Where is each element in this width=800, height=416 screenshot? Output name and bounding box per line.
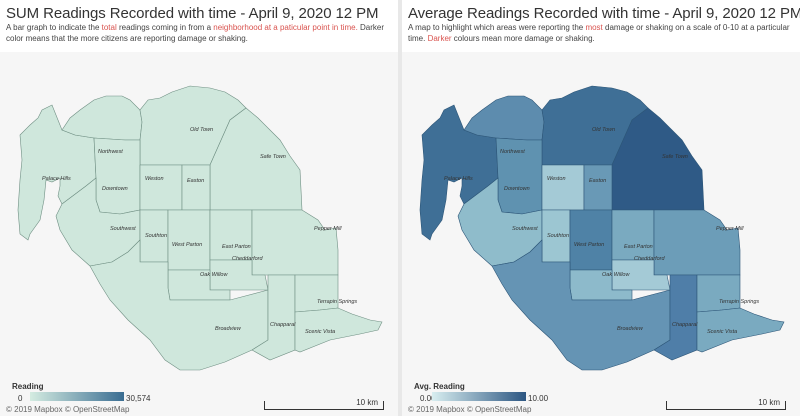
- subtitle-text: A bar graph to indicate the: [6, 23, 102, 32]
- neighborhood-label: Cheddarford: [634, 256, 666, 262]
- neighborhood-palace-hills[interactable]: [17, 104, 97, 241]
- subtitle-text: Darker color means that the more citizen…: [6, 23, 385, 43]
- scale-bar: [666, 401, 786, 410]
- subtitle-text: readings coming in from a: [116, 23, 214, 32]
- panel-divider: [398, 0, 402, 416]
- neighborhood-label: Safe Town: [260, 154, 286, 160]
- sum-map-svg[interactable]: Palace Hills Northwest Old Town Safe Town Do…: [0, 52, 398, 416]
- scale-label: 10 km: [356, 398, 378, 407]
- neighborhood-label: West Parton: [172, 242, 202, 248]
- neighborhood-label: Terrapin Springs: [719, 299, 759, 305]
- sum-readings-panel: SUM Readings Recorded with time - April …: [0, 0, 398, 416]
- neighborhood-easton[interactable]: [583, 164, 613, 211]
- neighborhood-label: Weston: [547, 176, 566, 182]
- subtitle-highlight: neighborhood at a paticular point in tim…: [213, 23, 358, 32]
- subtitle-text: colours mean more damage or shaking.: [451, 33, 595, 43]
- neighborhood-label: West Parton: [574, 242, 604, 248]
- neighborhood-label: Southwest: [512, 226, 538, 232]
- subtitle-highlight: most: [585, 23, 603, 32]
- panel-subtitle: A map to highlight which areas were repo…: [408, 23, 796, 44]
- legend-max: 10.00: [528, 394, 549, 403]
- avg-readings-panel: Average Readings Recorded with time - Ap…: [402, 0, 800, 416]
- map-attribution[interactable]: © 2019 Mapbox © OpenStreetMap: [408, 405, 532, 414]
- neighborhood-label: Downtown: [504, 186, 530, 192]
- legend-max: 30,574: [126, 394, 151, 403]
- neighborhood-west-parton[interactable]: [167, 209, 211, 271]
- neighborhood-label: Southwest: [110, 226, 136, 232]
- scale-label: 10 km: [758, 398, 780, 407]
- neighborhood-label: Safe Town: [662, 154, 688, 160]
- neighborhood-safe-town[interactable]: [611, 107, 705, 211]
- legend-gradient: [30, 392, 124, 401]
- neighborhood-scenic-vista[interactable]: [294, 307, 383, 353]
- panel-subtitle: A bar graph to indicate the total readin…: [6, 23, 394, 44]
- legend-min: 0.00: [420, 394, 436, 403]
- avg-legend: Avg. Reading 0.00 10.00: [414, 382, 548, 403]
- neighborhood-label: Northwest: [98, 149, 123, 155]
- neighborhood-label: Terrapin Springs: [317, 299, 357, 305]
- neighborhood-label: Oak Willow: [200, 272, 228, 278]
- neighborhood-label: Chapparal: [270, 322, 296, 328]
- subtitle-highlight: total: [101, 23, 117, 32]
- sum-map[interactable]: Palace Hills Northwest Old Town Safe Town Do…: [0, 52, 398, 416]
- neighborhood-terrapin-springs[interactable]: [696, 274, 741, 313]
- neighborhood-label: Southton: [547, 233, 569, 239]
- neighborhood-label: Old Town: [190, 127, 213, 133]
- neighborhood-label: Pepper Mill: [716, 226, 744, 232]
- avg-map[interactable]: Palace Hills Northwest Old Town Safe Town Do…: [402, 52, 800, 416]
- neighborhood-west-parton[interactable]: [569, 209, 613, 271]
- neighborhood-label: Downtown: [102, 186, 128, 192]
- legend-min: 0: [18, 394, 23, 403]
- neighborhood-label: Old Town: [592, 127, 615, 133]
- panel-title: SUM Readings Recorded with time - April …: [6, 5, 379, 22]
- neighborhood-label: Broadview: [215, 326, 242, 332]
- neighborhood-weston[interactable]: [139, 164, 183, 211]
- scale-bar: [264, 401, 384, 410]
- neighborhood-label: Cheddarford: [232, 256, 264, 262]
- legend-title: Reading: [12, 382, 44, 391]
- legend-gradient: [432, 392, 526, 401]
- neighborhood-scenic-vista[interactable]: [696, 307, 785, 353]
- map-attribution[interactable]: © 2019 Mapbox © OpenStreetMap: [6, 405, 130, 414]
- neighborhood-chapparal[interactable]: [653, 274, 698, 361]
- neighborhood-palace-hills[interactable]: [419, 104, 499, 241]
- neighborhood-easton[interactable]: [181, 164, 211, 211]
- neighborhood-label: Palace Hills: [42, 176, 71, 182]
- neighborhood-safe-town[interactable]: [209, 107, 303, 211]
- neighborhood-terrapin-springs[interactable]: [294, 274, 339, 313]
- neighborhood-label: East Parton: [624, 244, 653, 250]
- neighborhood-pepper-mill[interactable]: [653, 209, 741, 276]
- neighborhood-label: Northwest: [500, 149, 525, 155]
- sum-legend: Reading 0 30,574: [12, 382, 150, 403]
- neighborhood-label: East Parton: [222, 244, 251, 250]
- neighborhood-weston[interactable]: [541, 164, 585, 211]
- neighborhood-east-parton[interactable]: [611, 209, 655, 261]
- neighborhood-label: Palace Hills: [444, 176, 473, 182]
- neighborhood-east-parton[interactable]: [209, 209, 253, 261]
- neighborhood-label: Weston: [145, 176, 164, 182]
- neighborhood-pepper-mill[interactable]: [251, 209, 339, 276]
- neighborhood-chapparal[interactable]: [251, 274, 296, 361]
- subtitle-highlight: Darker: [427, 33, 452, 43]
- neighborhood-label: Easton: [589, 178, 606, 184]
- neighborhood-label: Southton: [145, 233, 167, 239]
- neighborhood-label: Easton: [187, 178, 204, 184]
- neighborhood-northwest[interactable]: [463, 95, 545, 141]
- neighborhood-label: Pepper Mill: [314, 226, 342, 232]
- subtitle-text: damage or shaking on a scale of 0-10 at …: [408, 23, 790, 43]
- neighborhood-label: Oak Willow: [602, 272, 630, 278]
- neighborhood-label: Scenic Vista: [707, 329, 737, 335]
- neighborhood-northwest[interactable]: [61, 95, 143, 141]
- legend-title: Avg. Reading: [414, 382, 465, 391]
- neighborhood-label: Chapparal: [672, 322, 698, 328]
- neighborhood-label: Broadview: [617, 326, 644, 332]
- avg-map-svg[interactable]: Palace Hills Northwest Old Town Safe Town Do…: [402, 52, 800, 416]
- panel-title: Average Readings Recorded with time - Ap…: [408, 5, 800, 22]
- neighborhood-label: Scenic Vista: [305, 329, 335, 335]
- subtitle-text: A map to highlight which areas were repo…: [408, 23, 586, 32]
